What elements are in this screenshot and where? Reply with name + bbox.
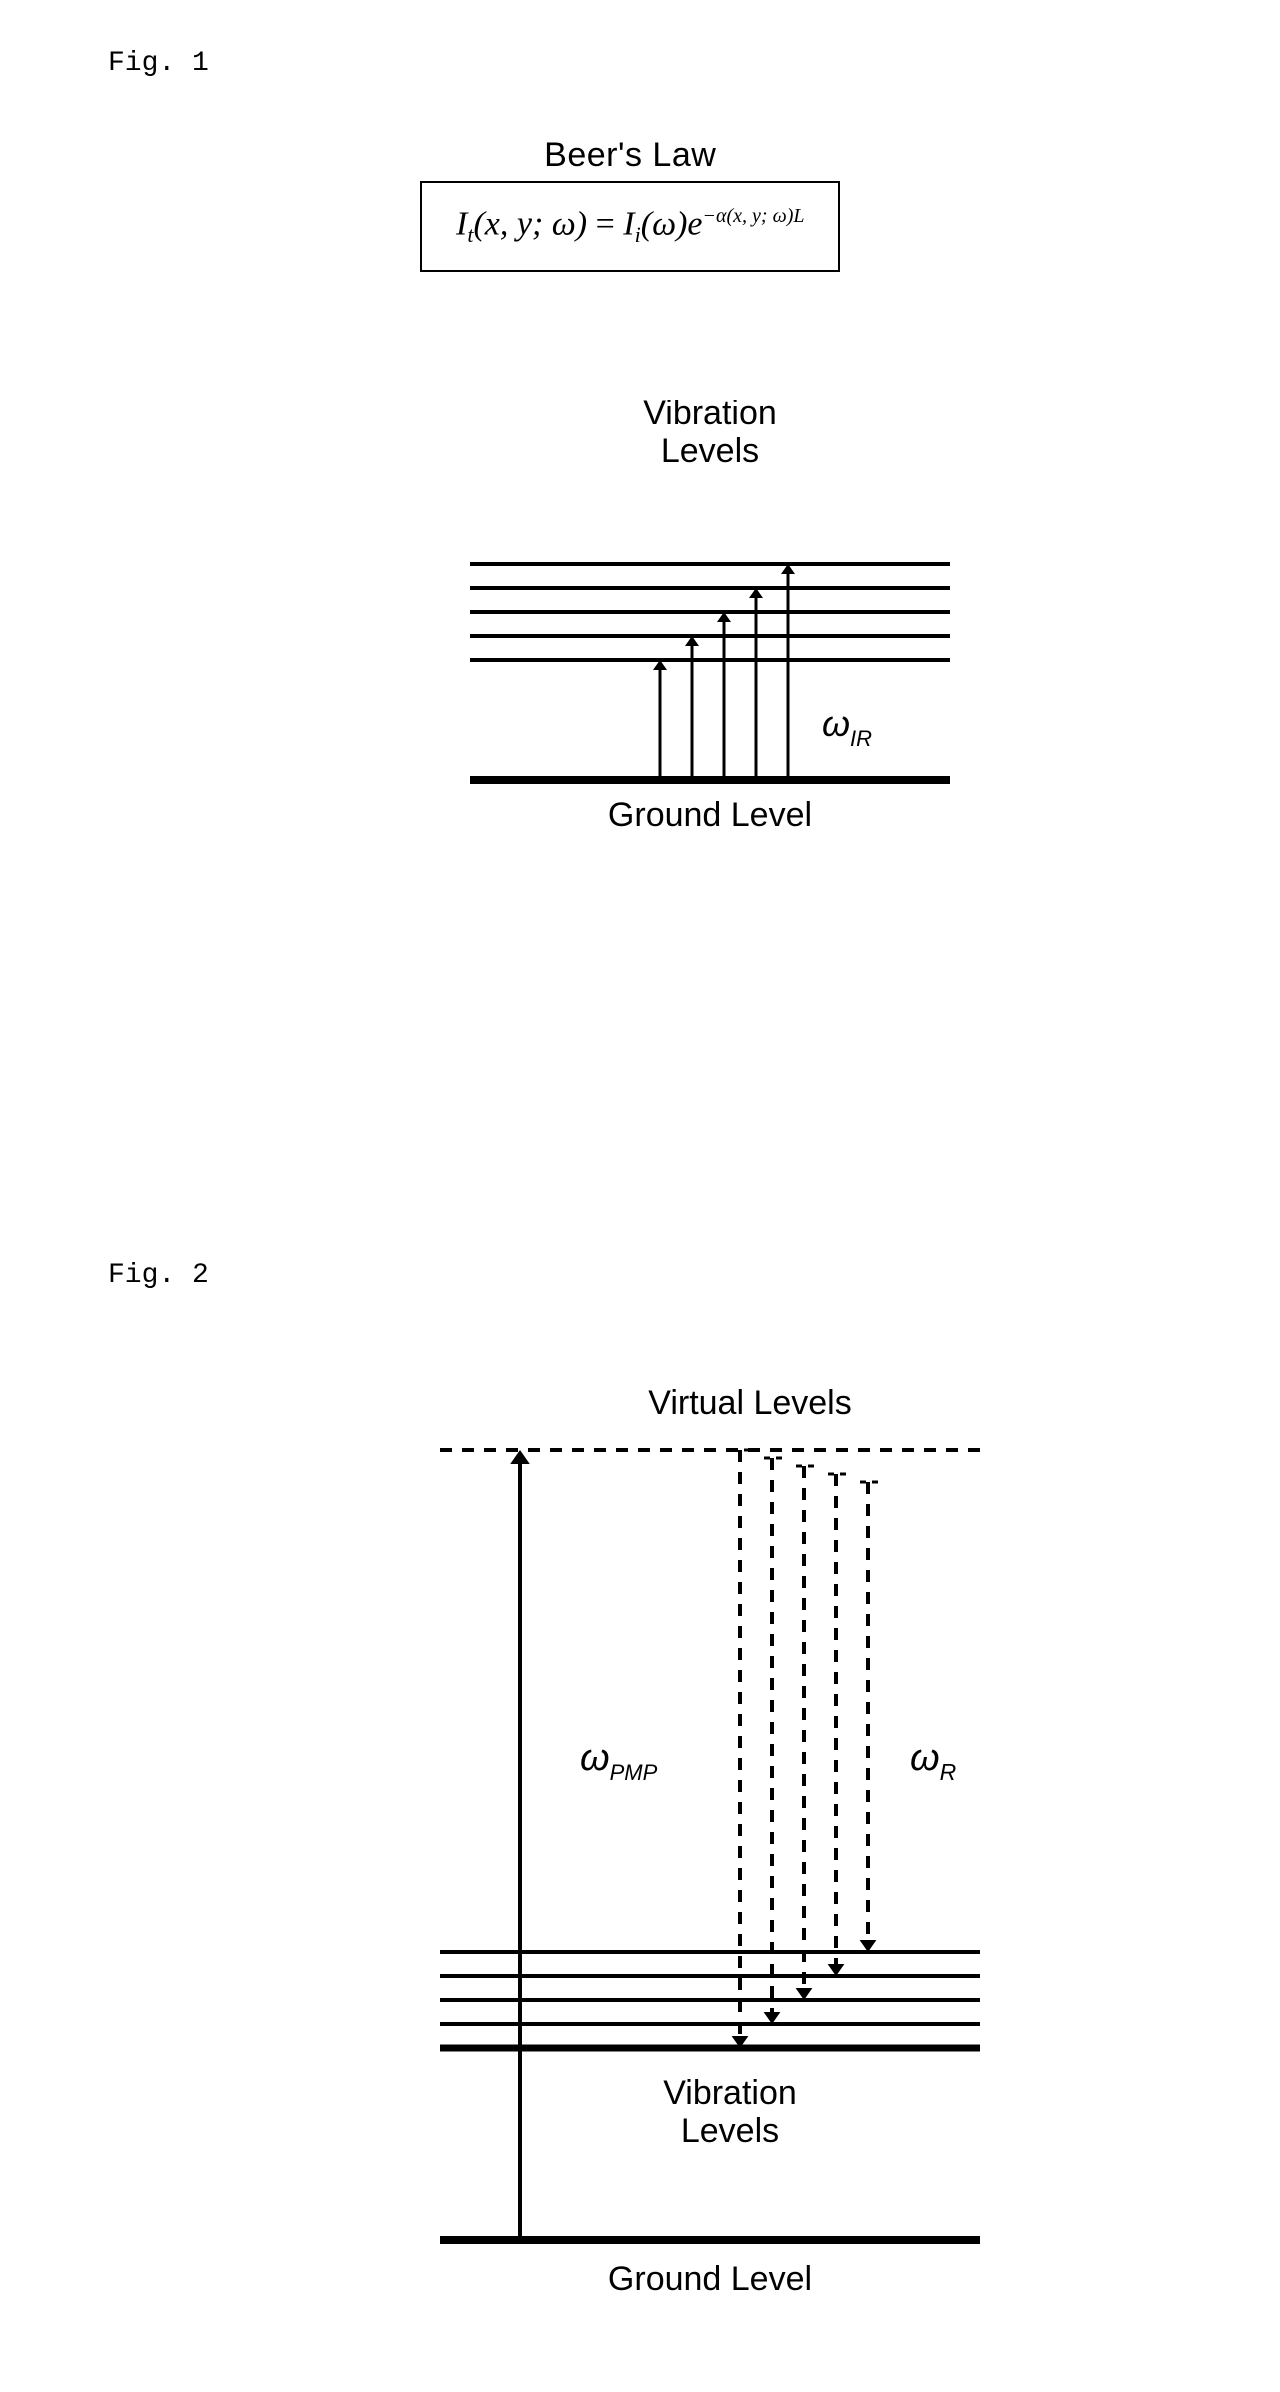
fig1-label: Fig. 1 [108, 48, 209, 79]
fig1-svg: VibrationLevels ωIR Ground Level [430, 400, 990, 840]
eq-rhs-args: (ω)e [641, 205, 703, 242]
eq-lhs-args: (x, y; ω) [473, 205, 587, 242]
eq-rhs-var: I [623, 205, 634, 242]
svg-text:ωR: ωR [910, 1737, 956, 1785]
svg-text:ωPMP: ωPMP [580, 1737, 658, 1785]
fig2-diagram: Virtual Levels ωPMP ωR VibrationLevels Groun… [400, 1370, 1020, 2330]
page: Fig. 1 Beer's Law It(x, y; ω) = Ii(ω)e−α… [0, 0, 1280, 2392]
svg-text:Vibration: Vibration [643, 400, 777, 432]
fig1-equation-block: Beer's Law It(x, y; ω) = Ii(ω)e−α(x, y; … [420, 136, 840, 272]
fig2-label: Fig. 2 [108, 1260, 209, 1291]
eq-equals: = [596, 205, 624, 242]
eqbox: It(x, y; ω) = Ii(ω)e−α(x, y; ω)L [420, 181, 840, 272]
svg-text:Virtual Levels: Virtual Levels [648, 1384, 852, 1422]
fig2-svg: Virtual Levels ωPMP ωR VibrationLevels Groun… [400, 1370, 1020, 2330]
svg-text:Levels: Levels [661, 432, 759, 470]
svg-text:Vibration: Vibration [663, 2074, 797, 2112]
svg-text:Ground Level: Ground Level [608, 796, 812, 834]
eq-exp: −α(x, y; ω)L [703, 205, 805, 227]
svg-text:Ground Level: Ground Level [608, 2260, 812, 2298]
fig1-diagram: VibrationLevels ωIR Ground Level [430, 400, 990, 840]
eqbox-title: Beer's Law [420, 136, 840, 175]
eq-lhs-var: I [456, 205, 467, 242]
svg-text:Levels: Levels [681, 2112, 779, 2150]
svg-text:ωIR: ωIR [822, 703, 872, 751]
